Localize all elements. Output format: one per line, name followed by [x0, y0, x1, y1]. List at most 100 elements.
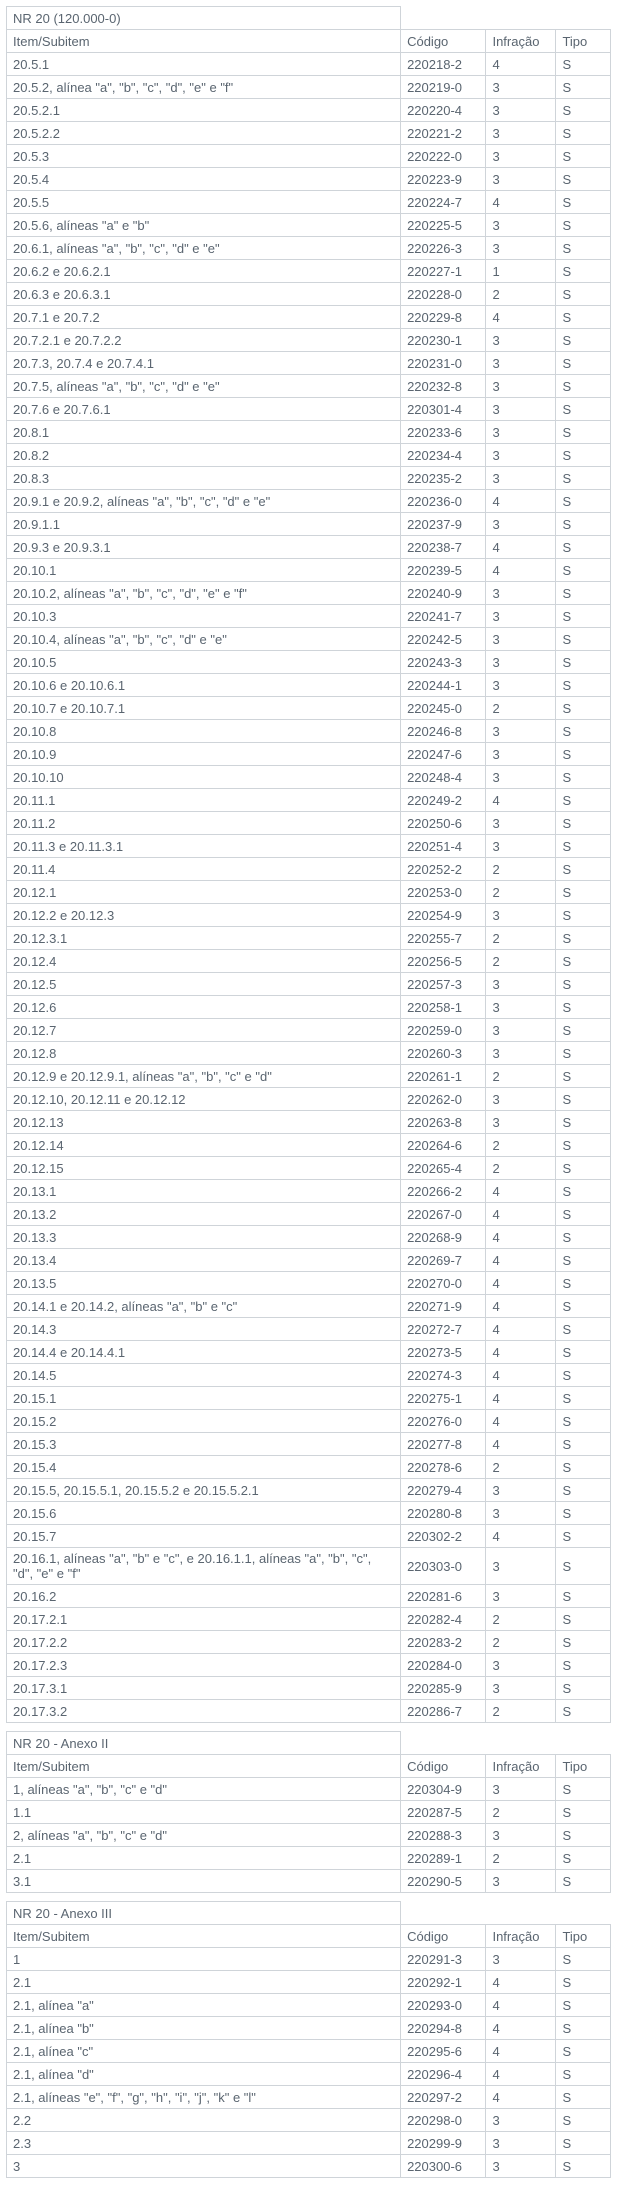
cell-tipo: S	[556, 927, 611, 950]
cell-infracao: 3	[486, 996, 556, 1019]
cell-item: 20.10.1	[7, 559, 401, 582]
table-row: 20.13.2220267-04S	[7, 1203, 611, 1226]
table-row: 20.6.3 e 20.6.3.1220228-02S	[7, 283, 611, 306]
cell-item: 1	[7, 1948, 401, 1971]
cell-infracao: 3	[486, 398, 556, 421]
cell-tipo: S	[556, 1677, 611, 1700]
table-row: 20.10.5220243-33S	[7, 651, 611, 674]
cell-item: 20.11.3 e 20.11.3.1	[7, 835, 401, 858]
cell-codigo: 220276-0	[401, 1410, 486, 1433]
cell-infracao: 4	[486, 1387, 556, 1410]
cell-item: 20.17.3.1	[7, 1677, 401, 1700]
header-item: Item/Subitem	[7, 30, 401, 53]
cell-item: 20.12.2 e 20.12.3	[7, 904, 401, 927]
regulation-table: NR 20 (120.000-0)Item/SubitemCódigoInfra…	[6, 6, 611, 1723]
cell-codigo: 220238-7	[401, 536, 486, 559]
cell-infracao: 3	[486, 1948, 556, 1971]
cell-tipo: S	[556, 651, 611, 674]
cell-tipo: S	[556, 973, 611, 996]
cell-tipo: S	[556, 1654, 611, 1677]
cell-infracao: 3	[486, 1019, 556, 1042]
cell-tipo: S	[556, 513, 611, 536]
cell-item: 2.1, alínea "b"	[7, 2017, 401, 2040]
cell-tipo: S	[556, 191, 611, 214]
cell-tipo: S	[556, 1410, 611, 1433]
table-row: 20.12.4220256-52S	[7, 950, 611, 973]
cell-item: 20.17.2.2	[7, 1631, 401, 1654]
cell-tipo: S	[556, 1272, 611, 1295]
table-row: 20.5.1220218-24S	[7, 53, 611, 76]
cell-tipo: S	[556, 1042, 611, 1065]
cell-infracao: 3	[486, 1502, 556, 1525]
cell-infracao: 4	[486, 1525, 556, 1548]
cell-tipo: S	[556, 1295, 611, 1318]
cell-codigo: 220300-6	[401, 2155, 486, 2178]
cell-infracao: 3	[486, 904, 556, 927]
cell-infracao: 4	[486, 1226, 556, 1249]
cell-infracao: 2	[486, 1134, 556, 1157]
cell-item: 2.1	[7, 1971, 401, 1994]
cell-item: 20.5.3	[7, 145, 401, 168]
cell-codigo: 220236-0	[401, 490, 486, 513]
cell-infracao: 3	[486, 1677, 556, 1700]
cell-codigo: 220266-2	[401, 1180, 486, 1203]
cell-tipo: S	[556, 421, 611, 444]
cell-codigo: 220283-2	[401, 1631, 486, 1654]
cell-codigo: 220303-0	[401, 1548, 486, 1585]
cell-tipo: S	[556, 145, 611, 168]
cell-tipo: S	[556, 1387, 611, 1410]
cell-infracao: 3	[486, 743, 556, 766]
table-title: NR 20 (120.000-0)	[7, 7, 401, 30]
cell-tipo: S	[556, 1456, 611, 1479]
cell-codigo: 220279-4	[401, 1479, 486, 1502]
cell-infracao: 4	[486, 1364, 556, 1387]
table-row: 20.10.7 e 20.10.7.1220245-02S	[7, 697, 611, 720]
cell-tipo: S	[556, 237, 611, 260]
table-row: 20.15.1220275-14S	[7, 1387, 611, 1410]
cell-infracao: 3	[486, 375, 556, 398]
cell-item: 20.10.6 e 20.10.6.1	[7, 674, 401, 697]
cell-item: 20.16.2	[7, 1585, 401, 1608]
cell-tipo: S	[556, 2109, 611, 2132]
cell-item: 20.15.1	[7, 1387, 401, 1410]
cell-tipo: S	[556, 1203, 611, 1226]
cell-infracao: 3	[486, 1088, 556, 1111]
cell-tipo: S	[556, 214, 611, 237]
cell-infracao: 3	[486, 329, 556, 352]
cell-item: 20.13.5	[7, 1272, 401, 1295]
cell-infracao: 4	[486, 490, 556, 513]
cell-codigo: 220244-1	[401, 674, 486, 697]
cell-item: 20.10.2, alíneas "a", "b", "c", "d", "e"…	[7, 582, 401, 605]
cell-infracao: 4	[486, 191, 556, 214]
cell-item: 2.1, alíneas "e", "f", "g", "h", "i", "j…	[7, 2086, 401, 2109]
table-row: 20.14.3220272-74S	[7, 1318, 611, 1341]
cell-item: 20.6.3 e 20.6.3.1	[7, 283, 401, 306]
cell-infracao: 4	[486, 1180, 556, 1203]
cell-item: 20.12.7	[7, 1019, 401, 1042]
cell-infracao: 4	[486, 306, 556, 329]
cell-tipo: S	[556, 1824, 611, 1847]
cell-infracao: 3	[486, 2155, 556, 2178]
cell-codigo: 220290-5	[401, 1870, 486, 1893]
cell-codigo: 220304-9	[401, 1778, 486, 1801]
cell-item: 20.15.3	[7, 1433, 401, 1456]
cell-infracao: 2	[486, 283, 556, 306]
table-row: 3.1220290-53S	[7, 1870, 611, 1893]
cell-item: 20.12.13	[7, 1111, 401, 1134]
table-row: 20.11.4220252-22S	[7, 858, 611, 881]
table-row: 20.17.2.3220284-03S	[7, 1654, 611, 1677]
header-codigo: Código	[401, 1925, 486, 1948]
table-row: 20.12.8220260-33S	[7, 1042, 611, 1065]
cell-codigo: 220228-0	[401, 283, 486, 306]
cell-tipo: S	[556, 76, 611, 99]
cell-codigo: 220278-6	[401, 1456, 486, 1479]
cell-infracao: 3	[486, 1111, 556, 1134]
cell-codigo: 220249-2	[401, 789, 486, 812]
cell-tipo: S	[556, 536, 611, 559]
cell-item: 20.17.2.1	[7, 1608, 401, 1631]
table-row: 20.12.14220264-62S	[7, 1134, 611, 1157]
cell-codigo: 220296-4	[401, 2063, 486, 2086]
cell-codigo: 220229-8	[401, 306, 486, 329]
cell-tipo: S	[556, 375, 611, 398]
table-row: 20.10.8220246-83S	[7, 720, 611, 743]
